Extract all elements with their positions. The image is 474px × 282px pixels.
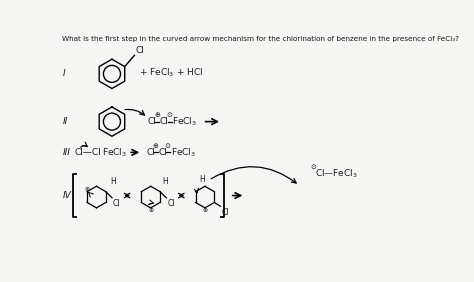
Text: Cl—FeCl$_3$: Cl—FeCl$_3$ [315,168,358,180]
Text: II: II [63,117,68,126]
Text: H: H [163,177,168,186]
Text: Cl: Cl [113,199,120,208]
Text: ⊙: ⊙ [166,112,172,118]
Text: ⊕: ⊕ [202,208,208,213]
Text: + FeCl$_3$ + HCl: + FeCl$_3$ + HCl [139,66,203,79]
Text: H: H [110,177,116,186]
Text: Cl: Cl [158,148,167,157]
Text: FeCl$_3$: FeCl$_3$ [173,115,198,128]
Text: ⊕: ⊕ [148,208,153,213]
Text: Cl—Cl: Cl—Cl [75,148,101,157]
Text: Cl: Cl [221,208,229,217]
Text: Cl: Cl [160,117,169,126]
Text: H: H [200,175,206,184]
Text: I: I [63,69,65,78]
Text: IV: IV [63,191,71,200]
Text: Cl: Cl [147,117,156,126]
Text: ⊙: ⊙ [165,143,171,149]
Text: ⊕: ⊕ [153,143,158,149]
Text: ⊕: ⊕ [154,112,160,118]
Text: Cl: Cl [146,148,155,157]
Text: FeCl$_3$: FeCl$_3$ [102,146,127,159]
Text: FeCl$_3$: FeCl$_3$ [171,146,196,159]
Text: ⊙: ⊙ [310,164,316,170]
Text: Cl: Cl [168,199,175,208]
Text: III: III [63,148,70,157]
Text: Cl: Cl [135,46,144,55]
Text: What is the first step in the curved arrow mechanism for the chlorination of ben: What is the first step in the curved arr… [63,36,459,42]
Text: ⊕: ⊕ [84,187,90,192]
